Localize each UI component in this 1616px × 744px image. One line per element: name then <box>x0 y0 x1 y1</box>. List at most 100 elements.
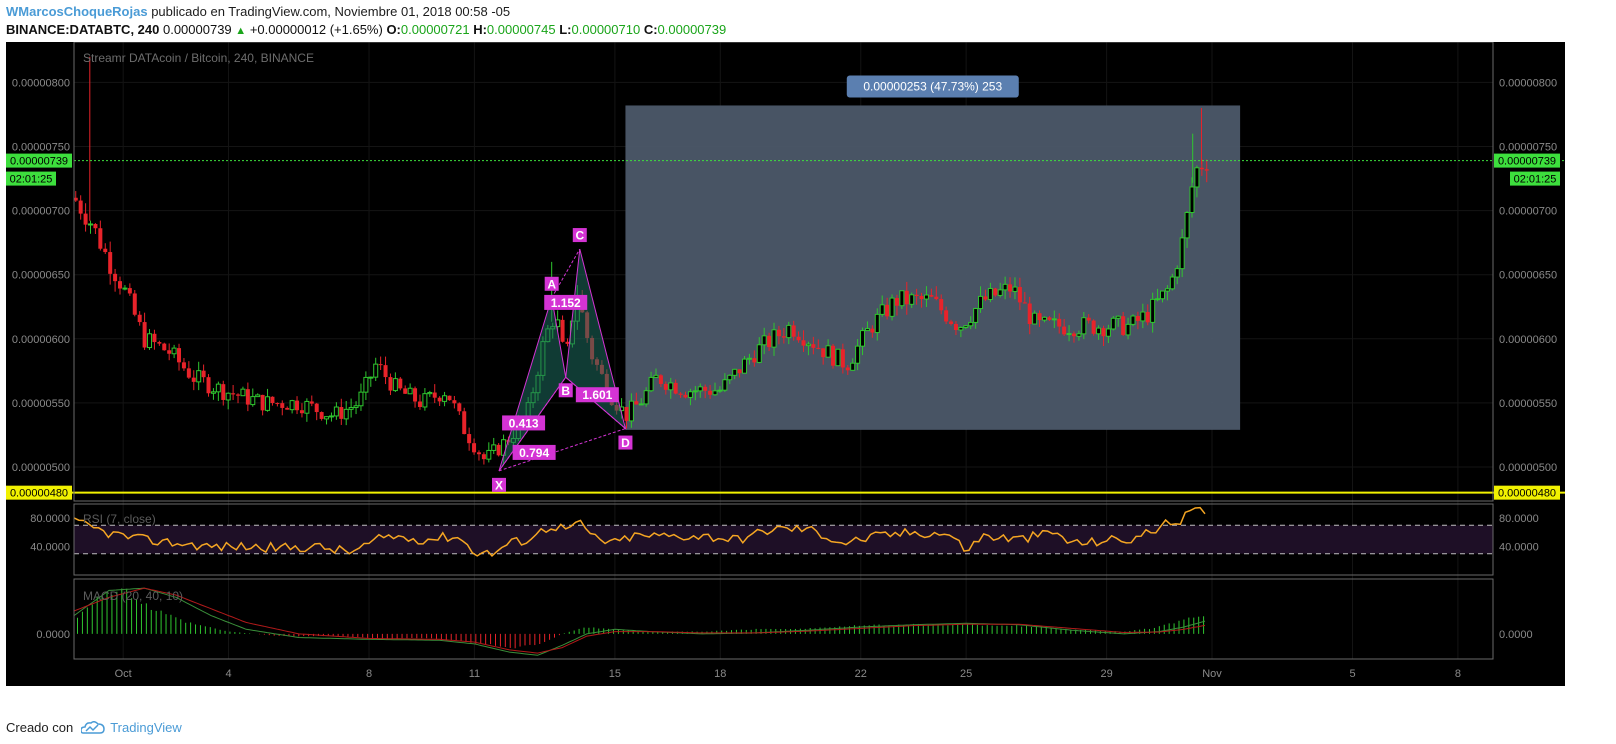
published-text: publicado en TradingView.com, Noviembre … <box>151 4 511 19</box>
candle-body-down <box>1121 316 1126 335</box>
candle-body-down <box>929 295 934 297</box>
support-price-tag-left-box <box>6 485 72 500</box>
candle-body-down <box>191 377 196 382</box>
tradingview-logo[interactable]: TradingView <box>81 720 182 735</box>
candle-body-down <box>939 299 944 311</box>
candle-body-down <box>796 336 801 341</box>
candle-body-down <box>1022 302 1027 304</box>
candle-body-up <box>648 376 654 392</box>
candle-body-down <box>811 344 816 348</box>
candle-body-up <box>196 370 202 383</box>
candle-body-down <box>78 200 83 214</box>
tradingview-cloud-icon <box>81 720 105 734</box>
candle-body-up <box>289 400 295 411</box>
candle-body-down <box>481 454 486 460</box>
harmonic-ratio-label: 1.152 <box>551 296 581 310</box>
candle-body-down <box>816 347 821 349</box>
candle-body-down <box>560 319 565 342</box>
candle-body-up <box>1155 298 1161 301</box>
candle-body-up <box>1105 328 1111 337</box>
candle-body-up <box>1076 333 1082 337</box>
candle-body-down <box>1017 287 1022 303</box>
candle-body-up <box>1189 186 1195 214</box>
chart-area[interactable]: 0.00000253 (47.73%) 253 0.413 1.152 1.601 0… <box>6 41 1565 686</box>
candle-body-down <box>1062 326 1067 335</box>
candle-body-down <box>919 296 924 300</box>
rsi-line <box>73 506 1206 557</box>
candle-body-down <box>983 296 988 300</box>
countdown-tag-right: 02:01:25 <box>1514 174 1557 186</box>
author-link[interactable]: WMarcosChoqueRojas <box>6 4 148 19</box>
candle-body-up <box>722 379 728 391</box>
candle-body-down <box>840 349 845 368</box>
candle-body-up <box>240 388 246 397</box>
harmonic-ratio-box <box>575 387 619 403</box>
candle-body-up <box>1051 318 1057 321</box>
candle-body-down <box>383 365 388 378</box>
candle-body-down <box>752 358 757 363</box>
candle-body-down <box>413 388 418 402</box>
candle-body-down <box>870 328 875 333</box>
high-value: 0.00000745 <box>486 22 556 37</box>
candle-body-down <box>432 392 437 398</box>
candle-body-up <box>756 344 762 363</box>
price-chart[interactable]: 0.00000253 (47.73%) 253 0.413 1.152 1.601 0… <box>6 41 1565 686</box>
candle-body-up <box>1169 276 1175 290</box>
candle-body-up <box>1041 316 1047 321</box>
x-axis-label: 8 <box>1455 668 1461 680</box>
chart-title: Streamr DATAcoin / Bitcoin, 240, BINANCE <box>83 51 314 65</box>
candle-body-down <box>403 388 408 394</box>
candle-body-down <box>624 406 629 421</box>
candle-body-up <box>486 449 492 460</box>
candle-body-down <box>1091 320 1096 334</box>
candle-body-up <box>442 395 448 402</box>
macd-label: MACD (20, 40, 10) <box>83 589 183 603</box>
support-price-tag-right: 0.00000480 <box>1498 488 1556 500</box>
rsi-tick-right: 80.0000 <box>1499 513 1539 525</box>
countdown-tag-right-box <box>1510 171 1560 186</box>
high-label: H: <box>473 22 487 37</box>
y-axis-label-right: 0.00000650 <box>1499 270 1557 282</box>
y-axis-label-right: 0.00000750 <box>1499 141 1557 153</box>
pane-frame <box>73 503 1494 576</box>
candle-body-down <box>378 364 383 366</box>
candle-body-up <box>1140 311 1146 322</box>
candle-body-down <box>260 394 265 411</box>
candle-body-up <box>373 363 379 378</box>
candle-body-down <box>993 288 998 296</box>
candle-body-down <box>703 386 708 391</box>
candle-body-down <box>1057 318 1062 327</box>
candle-body-up <box>717 389 723 392</box>
candle-body-up <box>210 391 216 394</box>
candle-body-up <box>392 378 398 392</box>
candle-body-down <box>295 400 300 411</box>
y-axis-label-left: 0.00000600 <box>12 334 70 346</box>
harmonic-ratio-label: 1.601 <box>582 388 612 402</box>
candle-body-down <box>314 403 319 413</box>
candle-body-down <box>275 403 280 405</box>
candle-body-down <box>663 383 668 390</box>
current-price-tag-right: 0.00000739 <box>1498 156 1556 168</box>
candle-body-down <box>83 213 88 225</box>
price-range-label-box <box>846 75 1019 98</box>
candle-body-down <box>781 336 786 338</box>
candle-body-down <box>565 341 570 344</box>
candle-body-down <box>914 294 919 297</box>
support-price-tag-right-box <box>1494 485 1560 500</box>
candle-body-down <box>118 281 123 289</box>
candle-body-down <box>678 393 683 395</box>
candle-body-up <box>805 343 811 347</box>
x-axis-label: Nov <box>1202 668 1222 680</box>
pane-frame <box>73 41 1494 502</box>
tradingview-brand: TradingView <box>110 720 182 735</box>
candle-body-up <box>422 393 428 408</box>
price-change: +0.00000012 (+1.65%) <box>249 22 383 37</box>
candle-body-up <box>324 416 330 420</box>
candle-body-up <box>1012 286 1018 292</box>
low-value: 0.00000710 <box>571 22 641 37</box>
candle-body-up <box>225 392 231 401</box>
last-price: 0.00000739 <box>162 22 232 37</box>
open-label: O: <box>386 22 401 37</box>
candle-body-down <box>1037 313 1042 321</box>
candle-body-down <box>472 443 477 453</box>
